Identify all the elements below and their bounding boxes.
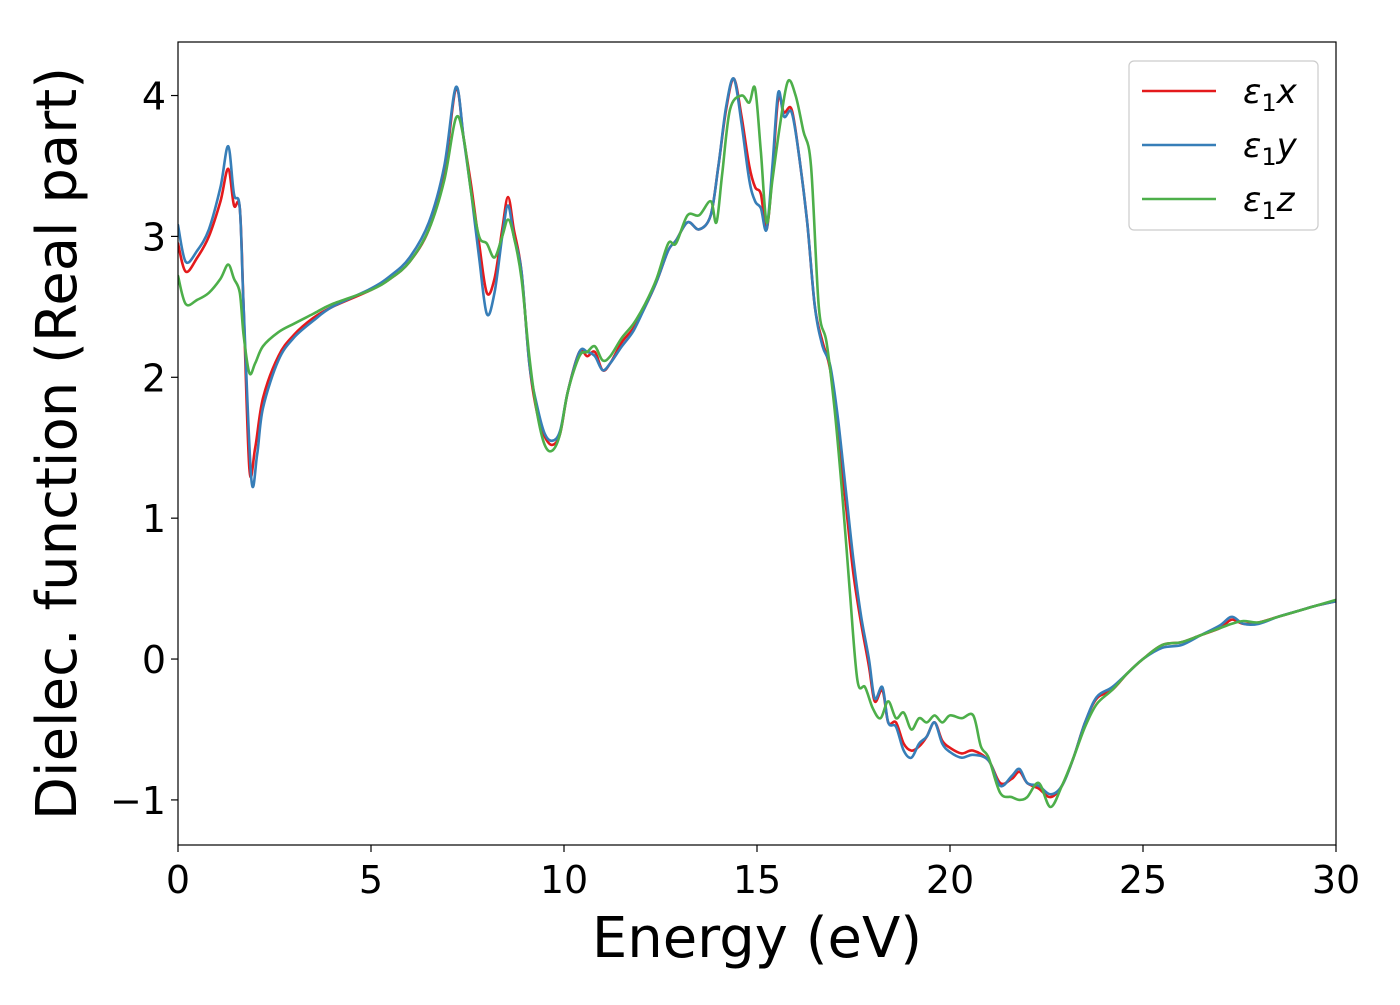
legend: ε1x ε1y ε1z [1128, 60, 1319, 231]
y-axis-ticks: −1 0 1 2 3 4 [110, 75, 178, 823]
y-tick-label: 3 [142, 215, 166, 259]
y-axis-label: Dielec. function (Real part) [25, 67, 90, 820]
series-lines [178, 77, 1336, 809]
y-tick-label: 0 [142, 638, 166, 682]
x-tick-label: 15 [733, 858, 781, 902]
x-tick-label: 10 [540, 858, 588, 902]
x-tick-label: 0 [166, 858, 190, 902]
x-tick-label: 25 [1119, 858, 1167, 902]
x-axis-ticks: 0 5 10 15 20 25 30 [166, 845, 1360, 902]
y-tick-label: 4 [142, 75, 166, 119]
x-tick-label: 5 [359, 858, 383, 902]
legend-label-3: ε1z [1243, 180, 1296, 225]
y-tick-label: −1 [110, 779, 166, 823]
series-line-3 [178, 79, 1336, 809]
x-axis-label: Energy (eV) [592, 906, 922, 971]
legend-label-2: ε1y [1243, 126, 1298, 171]
legend-label-1: ε1x [1243, 72, 1298, 117]
x-tick-label: 30 [1312, 858, 1360, 902]
y-tick-label: 1 [142, 497, 166, 541]
x-tick-label: 20 [926, 858, 974, 902]
legend-box [1128, 60, 1319, 231]
y-tick-label: 2 [142, 356, 166, 400]
